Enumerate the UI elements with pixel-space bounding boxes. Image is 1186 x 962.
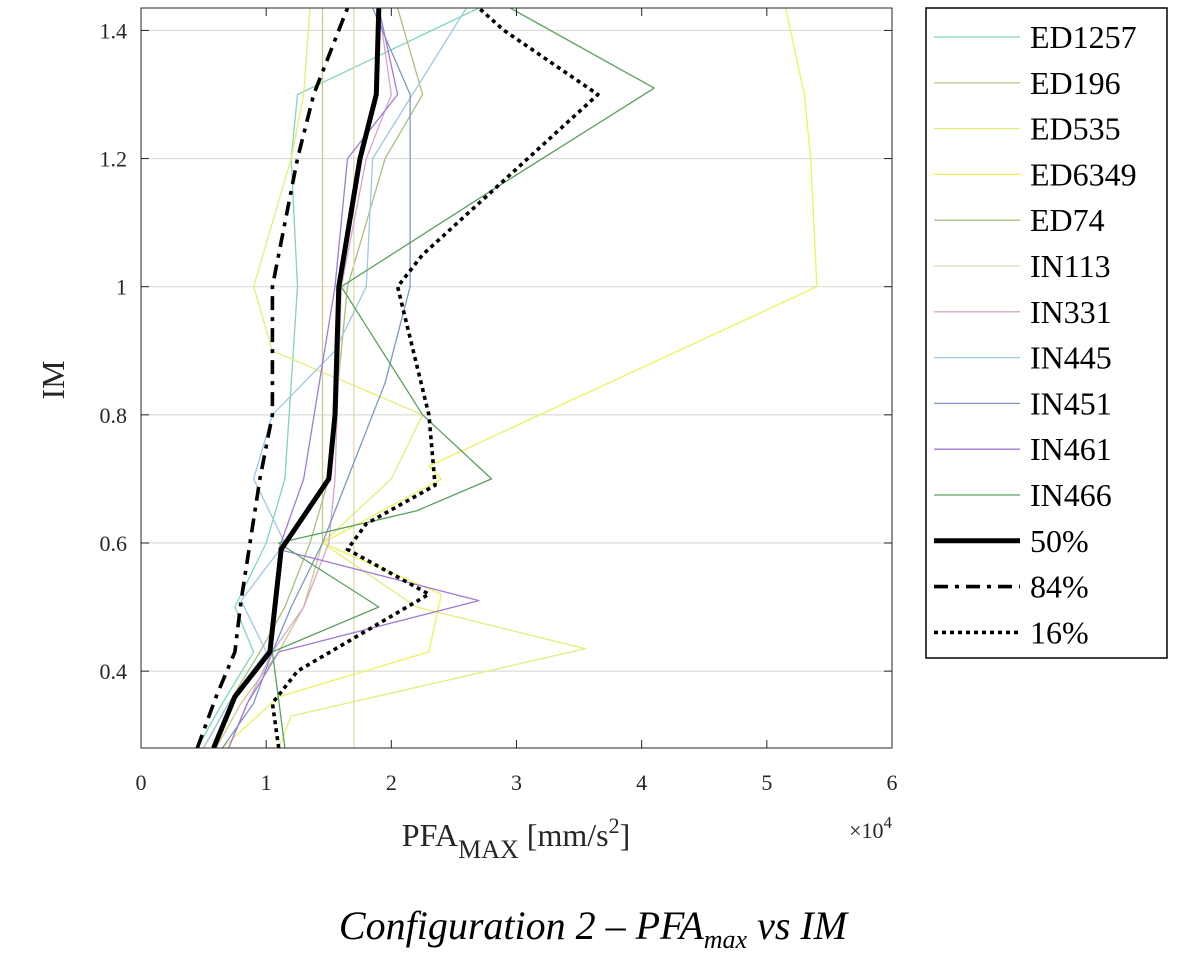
y-tick-label: 0.6	[100, 531, 128, 556]
series-line-in461	[228, 8, 480, 748]
series-line-ed1257	[196, 8, 480, 748]
legend: ED1257 ED196 ED535 ED6349 ED74 IN113 IN331 IN44…	[925, 7, 1168, 659]
x-tick-label: 0	[136, 770, 147, 795]
legend-label-in466: IN466	[1030, 477, 1112, 513]
legend-label-in445: IN445	[1030, 340, 1112, 376]
legend-label-50pct: 50%	[1030, 523, 1089, 559]
x-axis-label: PFAMAX [mm/s2]	[402, 813, 630, 864]
legend-label-ed535: ED535	[1030, 111, 1121, 147]
legend-label-ed1257: ED1257	[1030, 19, 1137, 55]
x-tick-label: 3	[511, 770, 522, 795]
x-tick-label: 5	[761, 770, 772, 795]
x-tick-label: 6	[887, 770, 898, 795]
axis-ticks: 0.4 0.6 0.8 1 1.2 1.4 0 1 2 3 4 5 6	[100, 8, 898, 795]
x-tick-label: 2	[386, 770, 397, 795]
series-line-50pct	[211, 8, 382, 748]
legend-label-in331: IN331	[1030, 294, 1112, 330]
x-tick-label: 1	[261, 770, 272, 795]
x-tick-label: 4	[636, 770, 647, 795]
series-line-16pct	[270, 8, 600, 748]
legend-label-16pct: 16%	[1030, 614, 1089, 650]
y-axis-label: IM	[35, 360, 71, 399]
caption-subscript: max	[703, 925, 748, 954]
series-line-in466	[271, 8, 655, 748]
legend-box	[925, 7, 1168, 659]
caption-prefix: Configuration 2 – PFA	[338, 903, 704, 948]
plot-frame	[140, 7, 893, 749]
y-tick-label: 0.4	[100, 659, 128, 684]
series-line-in451	[221, 8, 411, 748]
y-tick-label: 1	[116, 275, 127, 300]
series-line-ed6349	[221, 8, 818, 748]
figure-caption: Configuration 2 – PFAmax vs IM	[0, 902, 1186, 955]
pfa-vs-im-chart: 0.4 0.6 0.8 1 1.2 1.4 0 1 2 3 4 5 6 IM PFAMAX [mm/s2…	[35, 7, 1168, 864]
y-tick-label: 0.8	[100, 403, 128, 428]
x-exponent-label: ×104	[849, 813, 892, 843]
legend-label-ed6349: ED6349	[1030, 156, 1137, 192]
series-line-ed535	[252, 8, 586, 748]
series-line-84pct	[195, 8, 350, 748]
legend-label-ed74: ED74	[1030, 202, 1105, 238]
legend-label-in451: IN451	[1030, 385, 1112, 421]
caption-suffix: vs IM	[747, 903, 848, 948]
legend-label-ed196: ED196	[1030, 65, 1121, 101]
legend-label-in113: IN113	[1030, 248, 1111, 284]
y-tick-label: 1.2	[100, 147, 128, 172]
series-line-in331	[228, 8, 392, 748]
legend-label-in461: IN461	[1030, 431, 1112, 467]
y-tick-label: 1.4	[100, 18, 128, 43]
legend-label-84pct: 84%	[1030, 569, 1089, 605]
grid	[141, 29, 892, 672]
series-lines	[195, 8, 818, 748]
series-line-ed74	[203, 8, 424, 748]
